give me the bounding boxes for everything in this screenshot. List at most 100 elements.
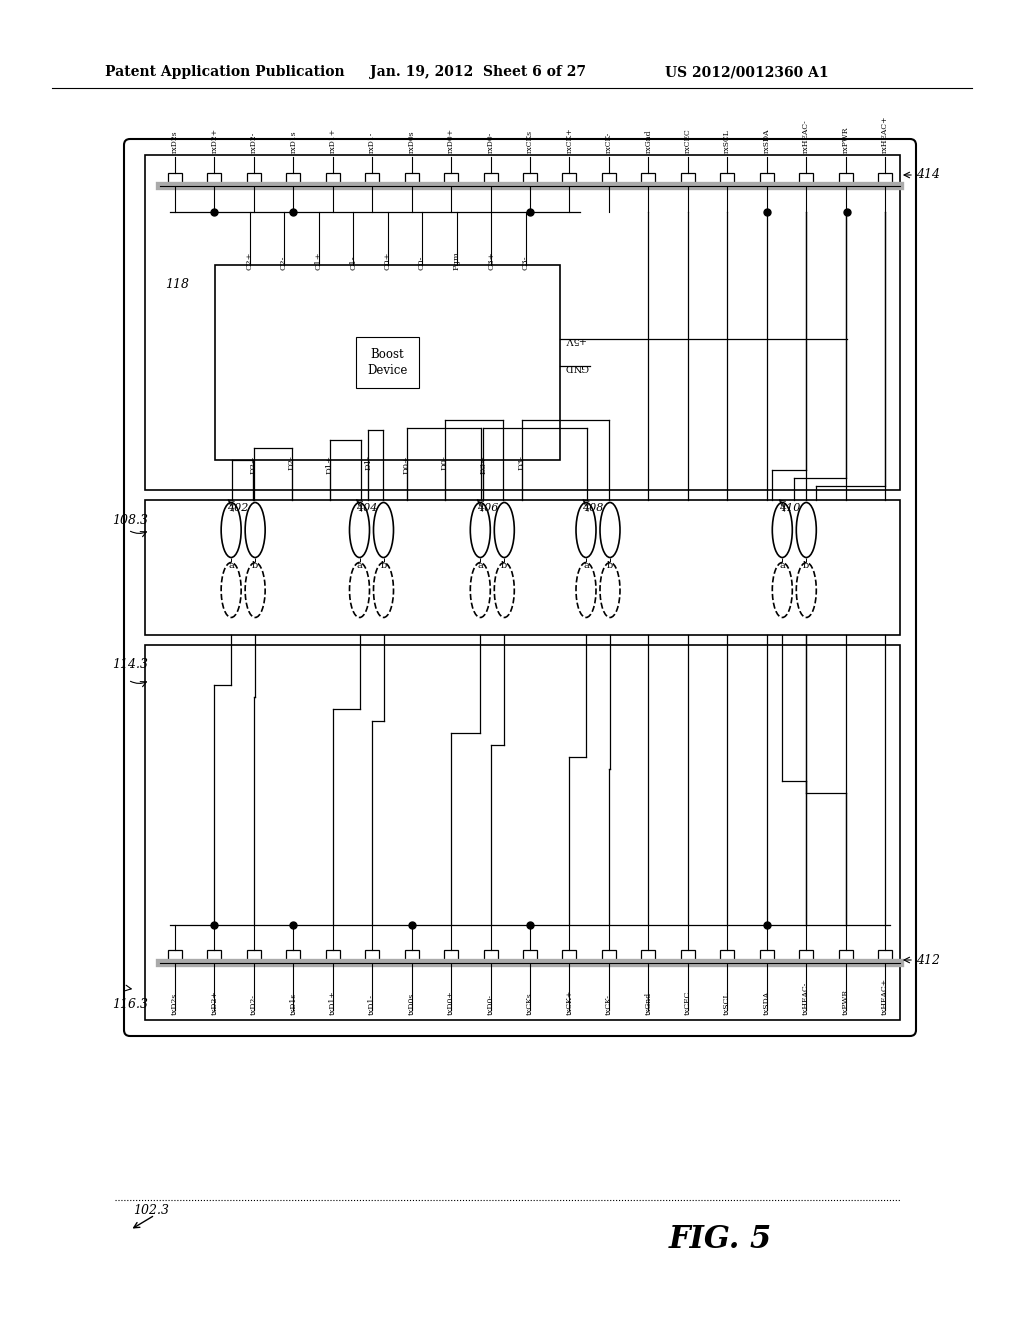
Bar (366, 950, 379, 964)
Text: C0+: C0+ (384, 252, 391, 271)
Bar (326, 173, 340, 187)
Bar (208, 950, 221, 964)
Text: rxD2-: rxD2- (250, 132, 258, 153)
Bar (799, 173, 813, 187)
Bar (523, 950, 537, 964)
Text: txD2+: txD2+ (211, 990, 218, 1015)
Text: rxD2+: rxD2+ (211, 128, 218, 153)
Text: rxCEC: rxCEC (684, 128, 692, 153)
Text: US 2012/0012360 A1: US 2012/0012360 A1 (665, 65, 828, 79)
Text: C1-: C1- (349, 255, 357, 271)
Bar (145, 500, 900, 635)
Text: txCEC: txCEC (684, 990, 692, 1015)
Text: D3+: D3+ (479, 455, 487, 474)
Text: GND: GND (564, 362, 588, 371)
Bar (444, 950, 458, 964)
Text: txCK+: txCK+ (565, 990, 573, 1015)
Bar (602, 173, 615, 187)
Text: txSDA: txSDA (763, 991, 771, 1015)
Bar (287, 950, 300, 964)
Text: a: a (583, 561, 589, 570)
Text: D0-: D0- (441, 455, 449, 470)
Text: txD1-: txD1- (369, 994, 376, 1015)
Text: txD2s: txD2s (171, 993, 179, 1015)
Text: txD2-: txD2- (250, 994, 258, 1015)
Text: 408: 408 (583, 503, 604, 513)
Bar (215, 265, 560, 459)
Text: D0+: D0+ (402, 455, 411, 474)
Text: rxCK+: rxCK+ (565, 127, 573, 153)
Text: rxGnd: rxGnd (644, 129, 652, 153)
Text: Patent Application Publication: Patent Application Publication (105, 65, 345, 79)
Bar (681, 950, 694, 964)
Text: txPWR: txPWR (842, 989, 850, 1015)
Text: rxD0s: rxD0s (408, 131, 416, 153)
Text: 116.3: 116.3 (112, 998, 148, 1011)
Text: a: a (228, 561, 234, 570)
Text: txD0+: txD0+ (447, 990, 455, 1015)
Text: rxHEAC+: rxHEAC+ (881, 116, 889, 153)
Bar (168, 173, 182, 187)
Text: D1-: D1- (365, 455, 373, 470)
Text: b: b (252, 561, 258, 570)
Text: rxD0+: rxD0+ (447, 128, 455, 153)
Text: C2+: C2+ (246, 252, 254, 271)
Text: a: a (779, 561, 785, 570)
Bar (366, 173, 379, 187)
Bar (878, 950, 892, 964)
Bar (483, 950, 498, 964)
Text: b: b (607, 561, 613, 570)
Text: D2-: D2- (288, 455, 296, 470)
Text: C3-: C3- (521, 255, 529, 271)
Text: rxPWR: rxPWR (842, 127, 850, 153)
Text: C3+: C3+ (487, 251, 495, 271)
Bar (523, 173, 537, 187)
Text: Jan. 19, 2012  Sheet 6 of 27: Jan. 19, 2012 Sheet 6 of 27 (370, 65, 586, 79)
Text: rxSDA: rxSDA (763, 128, 771, 153)
Text: Pgm: Pgm (453, 251, 461, 271)
Text: a: a (356, 561, 362, 570)
Bar (562, 173, 577, 187)
Text: D3-: D3- (518, 455, 525, 470)
Text: txD1+: txD1+ (329, 990, 337, 1015)
Text: rxCKs: rxCKs (526, 129, 534, 153)
Bar (562, 950, 577, 964)
Text: rxD2s: rxD2s (171, 131, 179, 153)
Bar (799, 950, 813, 964)
Text: rxD1+: rxD1+ (329, 128, 337, 153)
Text: txHEAC-: txHEAC- (802, 982, 810, 1015)
Text: 118: 118 (165, 279, 189, 292)
Bar (641, 950, 655, 964)
Text: 412: 412 (916, 953, 940, 966)
Text: rxSCL: rxSCL (723, 129, 731, 153)
Bar (760, 950, 774, 964)
Bar (760, 173, 774, 187)
Bar (720, 173, 734, 187)
Text: b: b (501, 561, 508, 570)
Bar (145, 154, 900, 490)
Bar (641, 173, 655, 187)
Text: C2-: C2- (280, 256, 288, 271)
Text: b: b (380, 561, 387, 570)
Bar (839, 950, 853, 964)
Text: C1+: C1+ (314, 251, 323, 271)
Text: D1+: D1+ (326, 455, 334, 474)
Text: rxD0-: rxD0- (486, 132, 495, 153)
Text: D2+: D2+ (249, 455, 257, 474)
Bar (444, 173, 458, 187)
Bar (483, 173, 498, 187)
Text: C0-: C0- (418, 256, 426, 271)
Bar (404, 173, 419, 187)
Text: txD0s: txD0s (408, 993, 416, 1015)
Text: FIG. 5: FIG. 5 (669, 1225, 772, 1255)
Bar (287, 173, 300, 187)
Bar (404, 950, 419, 964)
Text: 404: 404 (355, 503, 377, 513)
Text: rxD1s: rxD1s (290, 131, 297, 153)
Bar (326, 950, 340, 964)
Text: txSCL: txSCL (723, 991, 731, 1015)
Bar (168, 950, 182, 964)
Text: txHEAC+: txHEAC+ (881, 978, 889, 1015)
Bar (681, 173, 694, 187)
Text: txGnd: txGnd (644, 991, 652, 1015)
